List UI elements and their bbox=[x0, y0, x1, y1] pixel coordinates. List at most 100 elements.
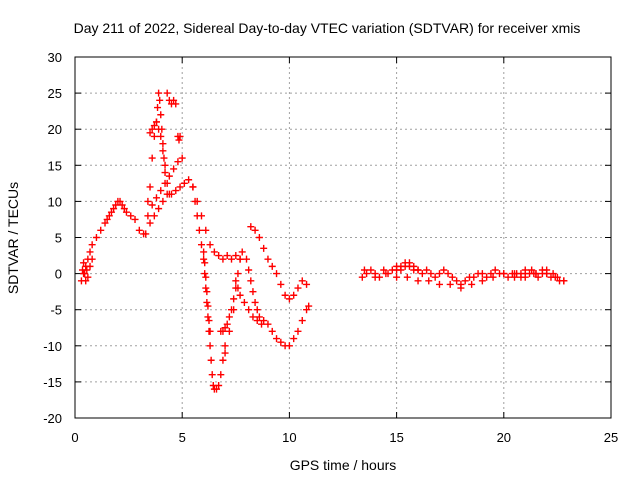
data-point bbox=[197, 212, 205, 220]
data-point bbox=[470, 273, 478, 281]
data-point bbox=[232, 252, 240, 260]
data-point bbox=[298, 317, 306, 325]
data-point bbox=[245, 266, 253, 274]
data-point bbox=[363, 270, 371, 278]
data-point bbox=[116, 197, 124, 205]
data-point bbox=[489, 273, 497, 281]
data-point bbox=[206, 327, 214, 335]
data-point bbox=[154, 104, 162, 112]
series-track-17 bbox=[232, 277, 266, 328]
data-point bbox=[273, 335, 281, 343]
data-point bbox=[105, 212, 113, 220]
data-point bbox=[521, 266, 529, 274]
data-point bbox=[175, 136, 183, 144]
y-tick-label: 30 bbox=[48, 50, 62, 65]
data-point bbox=[528, 266, 536, 274]
series-track-15 bbox=[243, 255, 313, 350]
series-track-1 bbox=[77, 197, 150, 285]
series-track-3 bbox=[103, 197, 128, 223]
data-point bbox=[161, 179, 169, 187]
data-point bbox=[165, 172, 173, 180]
chart-title: Day 211 of 2022, Sidereal Day-to-day VTE… bbox=[74, 20, 581, 36]
data-point bbox=[142, 230, 150, 238]
data-point bbox=[446, 280, 454, 288]
data-point bbox=[176, 132, 184, 140]
data-point bbox=[80, 270, 88, 278]
data-point bbox=[148, 125, 156, 133]
data-point bbox=[290, 291, 298, 299]
axis-ticks: 0 5 10 15 20 25 -20 -15 -10 -5 0 5 10 15 20 25 30 bbox=[43, 50, 618, 445]
y-tick-label: -10 bbox=[43, 339, 62, 354]
data-point bbox=[204, 313, 212, 321]
data-point bbox=[401, 259, 409, 267]
y-tick-label: -5 bbox=[50, 303, 62, 318]
data-point bbox=[457, 284, 465, 292]
data-point bbox=[86, 248, 94, 256]
data-point bbox=[468, 280, 476, 288]
data-point bbox=[268, 262, 276, 270]
data-point bbox=[405, 262, 413, 270]
data-point bbox=[247, 277, 255, 285]
data-point bbox=[84, 273, 92, 281]
data-point bbox=[206, 241, 214, 249]
data-point bbox=[203, 298, 211, 306]
data-point bbox=[393, 266, 401, 274]
data-point bbox=[371, 273, 379, 281]
data-point bbox=[236, 255, 244, 263]
data-point bbox=[243, 255, 251, 263]
data-point bbox=[193, 197, 201, 205]
data-point bbox=[461, 277, 469, 285]
data-point bbox=[553, 273, 561, 281]
data-point bbox=[157, 111, 165, 119]
data-point bbox=[176, 183, 184, 191]
data-point bbox=[414, 266, 422, 274]
data-point bbox=[273, 270, 281, 278]
data-point bbox=[500, 270, 508, 278]
data-point bbox=[208, 371, 216, 379]
data-point bbox=[88, 255, 96, 263]
data-point bbox=[294, 284, 302, 292]
series-track-8 bbox=[144, 154, 186, 220]
data-point bbox=[423, 266, 431, 274]
data-point bbox=[444, 270, 452, 278]
data-point bbox=[264, 320, 272, 328]
y-tick-label: 15 bbox=[48, 158, 62, 173]
data-points bbox=[77, 89, 568, 393]
y-tick-label: -20 bbox=[43, 411, 62, 426]
y-tick-label: 5 bbox=[55, 231, 62, 246]
data-point bbox=[435, 270, 443, 278]
data-point bbox=[170, 96, 178, 104]
series-track-6 bbox=[163, 89, 180, 108]
data-point bbox=[298, 277, 306, 285]
data-point bbox=[483, 273, 491, 281]
y-tick-label: 20 bbox=[48, 122, 62, 137]
data-point bbox=[80, 259, 88, 267]
data-point bbox=[453, 277, 461, 285]
data-point bbox=[107, 208, 115, 216]
data-point bbox=[135, 226, 143, 234]
data-point bbox=[118, 201, 126, 209]
data-point bbox=[83, 266, 91, 274]
data-point bbox=[418, 270, 426, 278]
series-track-4 bbox=[144, 89, 173, 205]
data-point bbox=[197, 241, 205, 249]
data-point bbox=[425, 277, 433, 285]
data-point bbox=[294, 327, 302, 335]
data-point bbox=[255, 234, 263, 241]
data-point bbox=[127, 212, 135, 220]
series-track-14 bbox=[221, 284, 242, 357]
data-point bbox=[202, 226, 210, 234]
series-track-21 bbox=[511, 266, 557, 281]
data-point bbox=[88, 241, 96, 249]
data-point bbox=[234, 284, 242, 292]
x-tick-label: 0 bbox=[71, 430, 78, 445]
data-point bbox=[150, 122, 158, 130]
data-point bbox=[122, 208, 130, 216]
data-point bbox=[277, 280, 285, 288]
data-point bbox=[268, 327, 276, 335]
data-point bbox=[201, 270, 209, 278]
data-point bbox=[146, 219, 154, 227]
data-point bbox=[238, 248, 246, 256]
data-point bbox=[148, 154, 156, 162]
